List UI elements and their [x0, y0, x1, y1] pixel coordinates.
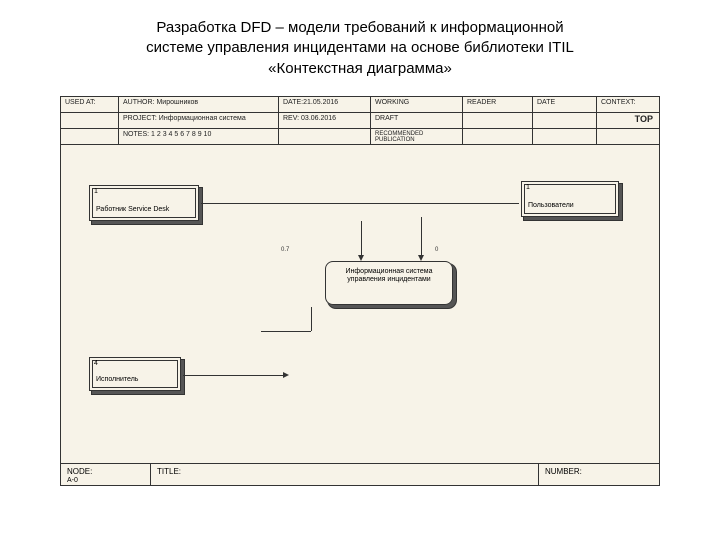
hdr-date: DATE:21.05.2016: [279, 97, 371, 112]
hdr-rev: REV: 03.06.2016: [279, 113, 371, 128]
slide-title: Разработка DFD – модели требований к инф…: [0, 0, 720, 89]
title-line-1: Разработка DFD – модели требований к инф…: [156, 19, 563, 36]
process-label: Информационная система управления инциде…: [332, 268, 446, 284]
hdr-project: PROJECT: Информационная система: [119, 113, 279, 128]
entity-num: 1: [94, 188, 98, 195]
process-top-num: 0.7: [281, 247, 289, 253]
entity-label: Пользователи: [528, 202, 612, 210]
entity-executor: 4 Исполнитель: [89, 357, 181, 391]
title-line-2: системе управления инцидентами на основе…: [146, 39, 574, 56]
hdr-working: WORKING: [371, 97, 463, 112]
diagram-header: USED AT: AUTHOR: Мирошников DATE:21.05.2…: [61, 97, 659, 145]
hdr-draft: DRAFT: [371, 113, 463, 128]
ftr-title: TITLE:: [151, 464, 539, 485]
arrow-head-icon: [283, 372, 289, 378]
hdr-author: AUTHOR: Мирошников: [119, 97, 279, 112]
entity-users: 1 Пользователи: [521, 181, 619, 217]
hdr-reader-date: DATE: [533, 97, 597, 112]
hdr-reader: READER: [463, 97, 533, 112]
entity-num: 4: [94, 360, 98, 367]
hdr-context-val: TOP: [597, 113, 659, 128]
flow-arrow: [311, 307, 312, 331]
arrow-head-icon: [358, 255, 364, 261]
entity-num: 1: [526, 184, 530, 191]
arrow-head-icon: [418, 255, 424, 261]
process-num: 0: [435, 247, 438, 253]
hdr-notes: NOTES: 1 2 3 4 5 6 7 8 9 10: [119, 129, 279, 144]
flow-arrow: [261, 331, 311, 332]
process-main: Информационная система управления инциде…: [325, 261, 453, 305]
entity-label: Работник Service Desk: [96, 206, 192, 214]
flow-arrow: [361, 221, 362, 259]
ftr-number: NUMBER:: [539, 464, 659, 485]
hdr-context: CONTEXT:: [597, 97, 659, 112]
ftr-node: NODE: A-0: [61, 464, 151, 485]
flow-arrow: [431, 203, 519, 204]
entity-label: Исполнитель: [96, 376, 174, 384]
dfd-canvas: USED AT: AUTHOR: Мирошников DATE:21.05.2…: [60, 96, 660, 486]
diagram-footer: NODE: A-0 TITLE: NUMBER:: [61, 463, 659, 485]
title-line-3: «Контекстная диаграмма»: [268, 60, 452, 77]
flow-arrow: [201, 203, 431, 204]
hdr-recommended: RECOMMENDED PUBLICATION: [371, 129, 463, 144]
entity-service-desk: 1 Работник Service Desk: [89, 185, 199, 221]
flow-arrow: [183, 375, 283, 376]
hdr-usedat: USED AT:: [61, 97, 119, 112]
flow-arrow: [421, 217, 422, 259]
